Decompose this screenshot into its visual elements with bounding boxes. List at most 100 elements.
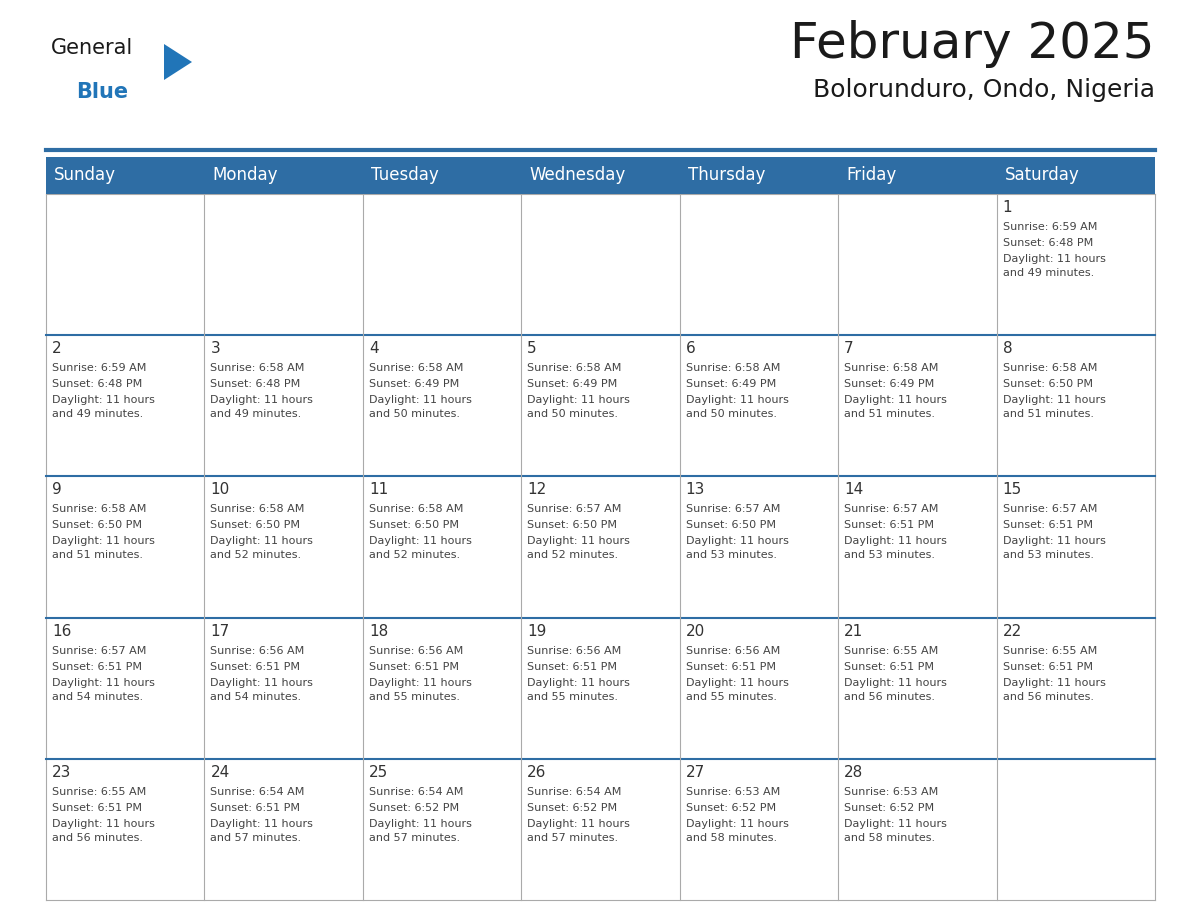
Text: Sunrise: 6:56 AM: Sunrise: 6:56 AM <box>685 645 781 655</box>
Text: Sunrise: 6:59 AM: Sunrise: 6:59 AM <box>1003 222 1097 232</box>
Text: Daylight: 11 hours: Daylight: 11 hours <box>845 396 947 405</box>
Text: Sunset: 6:51 PM: Sunset: 6:51 PM <box>52 662 143 672</box>
Bar <box>680 759 839 900</box>
Bar <box>997 759 1155 900</box>
Text: Sunset: 6:51 PM: Sunset: 6:51 PM <box>368 662 459 672</box>
Text: Sunrise: 6:56 AM: Sunrise: 6:56 AM <box>210 645 304 655</box>
Text: Sunset: 6:49 PM: Sunset: 6:49 PM <box>527 379 618 389</box>
Text: Daylight: 11 hours: Daylight: 11 hours <box>685 677 789 688</box>
Text: and 50 minutes.: and 50 minutes. <box>685 409 777 420</box>
Bar <box>839 476 997 618</box>
Text: Daylight: 11 hours: Daylight: 11 hours <box>527 396 630 405</box>
Text: Sunrise: 6:59 AM: Sunrise: 6:59 AM <box>52 364 146 374</box>
Text: Saturday: Saturday <box>1005 166 1080 185</box>
Text: Daylight: 11 hours: Daylight: 11 hours <box>368 536 472 546</box>
Text: 27: 27 <box>685 765 704 779</box>
Text: 23: 23 <box>52 765 71 779</box>
Text: Sunset: 6:50 PM: Sunset: 6:50 PM <box>210 521 301 531</box>
Bar <box>522 335 680 476</box>
Text: 21: 21 <box>845 623 864 639</box>
Text: Daylight: 11 hours: Daylight: 11 hours <box>1003 536 1106 546</box>
Text: Sunrise: 6:57 AM: Sunrise: 6:57 AM <box>52 645 146 655</box>
Text: and 53 minutes.: and 53 minutes. <box>1003 551 1094 560</box>
Bar <box>362 194 522 335</box>
Bar <box>46 157 1155 194</box>
Text: and 50 minutes.: and 50 minutes. <box>527 409 618 420</box>
Text: Daylight: 11 hours: Daylight: 11 hours <box>52 536 154 546</box>
Bar <box>46 194 204 335</box>
Text: and 55 minutes.: and 55 minutes. <box>527 691 618 701</box>
Text: Sunrise: 6:58 AM: Sunrise: 6:58 AM <box>527 364 621 374</box>
Text: Sunset: 6:52 PM: Sunset: 6:52 PM <box>527 803 618 812</box>
Text: and 55 minutes.: and 55 minutes. <box>368 691 460 701</box>
Text: Sunrise: 6:53 AM: Sunrise: 6:53 AM <box>685 787 781 797</box>
Text: Friday: Friday <box>846 166 897 185</box>
Text: Daylight: 11 hours: Daylight: 11 hours <box>527 536 630 546</box>
Text: Sunrise: 6:55 AM: Sunrise: 6:55 AM <box>1003 645 1097 655</box>
Text: Daylight: 11 hours: Daylight: 11 hours <box>210 677 314 688</box>
Bar <box>839 759 997 900</box>
Text: and 54 minutes.: and 54 minutes. <box>52 691 143 701</box>
Bar <box>362 759 522 900</box>
Text: 6: 6 <box>685 341 695 356</box>
Bar <box>680 335 839 476</box>
Bar <box>204 476 362 618</box>
Text: Sunset: 6:50 PM: Sunset: 6:50 PM <box>527 521 618 531</box>
Text: Daylight: 11 hours: Daylight: 11 hours <box>52 396 154 405</box>
Text: Daylight: 11 hours: Daylight: 11 hours <box>368 677 472 688</box>
Text: Daylight: 11 hours: Daylight: 11 hours <box>685 536 789 546</box>
Bar <box>839 618 997 759</box>
Text: Sunrise: 6:57 AM: Sunrise: 6:57 AM <box>845 504 939 514</box>
Text: Daylight: 11 hours: Daylight: 11 hours <box>52 819 154 829</box>
Text: Thursday: Thursday <box>688 166 765 185</box>
Text: Daylight: 11 hours: Daylight: 11 hours <box>1003 396 1106 405</box>
Text: Sunrise: 6:58 AM: Sunrise: 6:58 AM <box>52 504 146 514</box>
Text: Daylight: 11 hours: Daylight: 11 hours <box>368 396 472 405</box>
Text: Sunset: 6:49 PM: Sunset: 6:49 PM <box>685 379 776 389</box>
Text: 10: 10 <box>210 482 229 498</box>
Text: Sunrise: 6:56 AM: Sunrise: 6:56 AM <box>368 645 463 655</box>
Text: Daylight: 11 hours: Daylight: 11 hours <box>52 677 154 688</box>
Text: Daylight: 11 hours: Daylight: 11 hours <box>210 536 314 546</box>
Bar <box>522 618 680 759</box>
Text: 20: 20 <box>685 623 704 639</box>
Text: 2: 2 <box>52 341 62 356</box>
Text: Sunrise: 6:58 AM: Sunrise: 6:58 AM <box>1003 364 1097 374</box>
Bar <box>204 194 362 335</box>
Text: Sunset: 6:50 PM: Sunset: 6:50 PM <box>52 521 143 531</box>
Text: Sunset: 6:52 PM: Sunset: 6:52 PM <box>845 803 934 812</box>
Text: 19: 19 <box>527 623 546 639</box>
Bar <box>997 476 1155 618</box>
Text: Daylight: 11 hours: Daylight: 11 hours <box>527 677 630 688</box>
Bar <box>522 476 680 618</box>
Text: Sunrise: 6:58 AM: Sunrise: 6:58 AM <box>210 504 305 514</box>
Text: and 53 minutes.: and 53 minutes. <box>685 551 777 560</box>
Text: Daylight: 11 hours: Daylight: 11 hours <box>368 819 472 829</box>
Text: Daylight: 11 hours: Daylight: 11 hours <box>210 819 314 829</box>
Text: and 49 minutes.: and 49 minutes. <box>1003 268 1094 278</box>
Text: 17: 17 <box>210 623 229 639</box>
Text: 8: 8 <box>1003 341 1012 356</box>
Text: Sunset: 6:50 PM: Sunset: 6:50 PM <box>368 521 459 531</box>
Text: Sunrise: 6:55 AM: Sunrise: 6:55 AM <box>845 645 939 655</box>
Text: Monday: Monday <box>213 166 278 185</box>
Text: 3: 3 <box>210 341 220 356</box>
Text: and 58 minutes.: and 58 minutes. <box>685 833 777 843</box>
Text: and 57 minutes.: and 57 minutes. <box>210 833 302 843</box>
Text: 5: 5 <box>527 341 537 356</box>
Text: Sunrise: 6:57 AM: Sunrise: 6:57 AM <box>527 504 621 514</box>
Bar <box>46 476 204 618</box>
Text: Sunset: 6:51 PM: Sunset: 6:51 PM <box>845 521 934 531</box>
Text: and 53 minutes.: and 53 minutes. <box>845 551 935 560</box>
Text: Sunset: 6:49 PM: Sunset: 6:49 PM <box>845 379 935 389</box>
Text: Sunrise: 6:53 AM: Sunrise: 6:53 AM <box>845 787 939 797</box>
Text: Sunset: 6:51 PM: Sunset: 6:51 PM <box>527 662 618 672</box>
Text: Sunset: 6:51 PM: Sunset: 6:51 PM <box>1003 521 1093 531</box>
Text: Daylight: 11 hours: Daylight: 11 hours <box>685 396 789 405</box>
Text: Sunrise: 6:56 AM: Sunrise: 6:56 AM <box>527 645 621 655</box>
Text: Daylight: 11 hours: Daylight: 11 hours <box>210 396 314 405</box>
Bar <box>362 335 522 476</box>
Text: Sunset: 6:50 PM: Sunset: 6:50 PM <box>1003 379 1093 389</box>
Text: Sunrise: 6:58 AM: Sunrise: 6:58 AM <box>845 364 939 374</box>
Bar <box>522 194 680 335</box>
